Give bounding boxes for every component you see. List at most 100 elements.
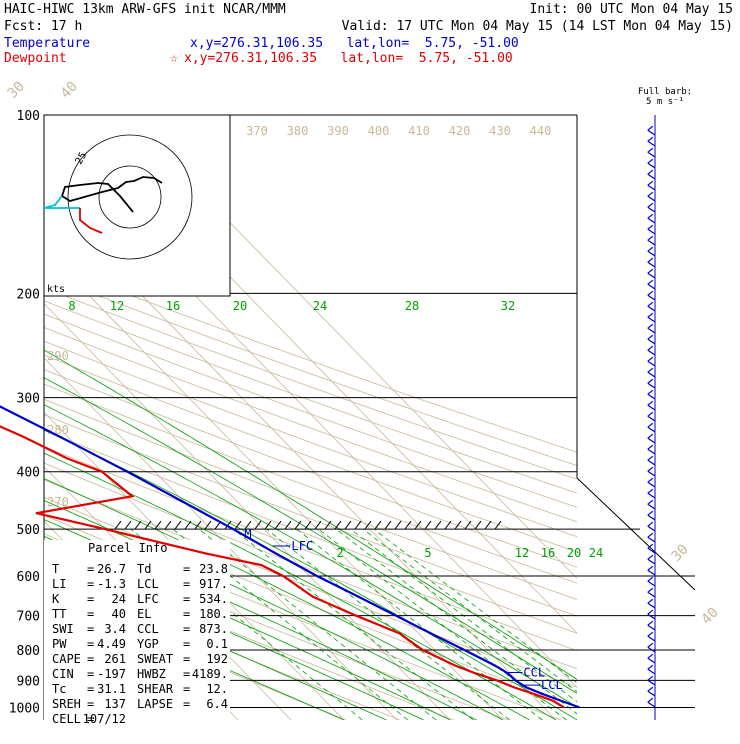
freezing-level-hatch xyxy=(284,520,292,530)
wind-barb-flag xyxy=(647,378,654,384)
parcel-eq: = xyxy=(87,682,94,696)
hodograph-inner-ring xyxy=(98,165,162,229)
sounding-curves xyxy=(0,405,581,709)
parcel-eq: = xyxy=(183,697,190,711)
parcel-eq: = xyxy=(87,577,94,591)
wind-barb-flag xyxy=(647,180,654,186)
parcel-key: HWBZ xyxy=(137,667,166,681)
isotherm-line xyxy=(44,357,398,720)
freezing-level-hatch xyxy=(254,520,262,530)
dewpoint-point xyxy=(104,528,106,530)
freezing-level-hatch xyxy=(194,520,202,530)
freezing-level-hatch xyxy=(454,520,462,530)
dry-adiabat-line xyxy=(44,383,577,584)
legend-dewpoint: Dewpoint xyxy=(4,51,67,66)
freezing-level-hatch xyxy=(414,520,422,530)
auxiliary-label: 30 xyxy=(669,542,692,565)
isotherm-line xyxy=(44,411,345,720)
freezing-level-hatch xyxy=(394,520,402,530)
parcel-eq: = xyxy=(87,562,94,576)
parcel-key: EL xyxy=(137,607,151,621)
moist-adiabat-line xyxy=(44,500,504,720)
mixing-ratio-line xyxy=(373,528,577,684)
moist-adiabat-line xyxy=(44,377,577,694)
freezing-level-hatch xyxy=(124,520,132,530)
wind-barb-flag xyxy=(647,433,654,439)
wind-barb-flag xyxy=(647,697,654,703)
freezing-level-hatch xyxy=(334,520,342,530)
parcel-key: CIN xyxy=(52,667,74,681)
pressure-tick-label: 600 xyxy=(17,570,40,585)
temperature-line xyxy=(0,405,580,709)
dewpoint-point xyxy=(282,575,284,577)
wind-barb-flag xyxy=(647,202,654,208)
freezing-level-hatch xyxy=(304,520,312,530)
temperature-point xyxy=(395,614,397,617)
wind-barb-flag xyxy=(647,158,654,164)
header-fcst: Fcst: 17 h xyxy=(4,19,82,34)
parcel-value: 261 xyxy=(104,652,126,666)
freezing-level-hatch xyxy=(354,520,362,530)
wind-barb-flag xyxy=(647,499,654,505)
temperature-point xyxy=(232,528,235,530)
wind-barb xyxy=(647,239,656,246)
parcel-eq: = xyxy=(87,622,94,636)
wind-barb xyxy=(647,294,656,301)
freezing-level-hatch xyxy=(184,520,192,530)
dry-adiabat-line xyxy=(44,287,577,480)
wind-barb-flag xyxy=(647,653,654,659)
wind-barb-flag xyxy=(647,213,654,219)
dry-adiabat-line xyxy=(44,369,577,568)
parcel-eq: = xyxy=(183,592,190,606)
wind-barb-flag xyxy=(647,521,654,527)
wind-barb-flag xyxy=(647,576,654,582)
wind-barb xyxy=(647,668,656,675)
dewpoint-point xyxy=(563,706,565,709)
temperature-point xyxy=(60,436,62,439)
parcel-value: 40 xyxy=(112,607,126,621)
dewpoint-location: x,y=276.31,106.35 lat,lon= 5.75, -51.00 xyxy=(184,51,513,66)
wind-barb xyxy=(647,184,656,191)
temperature-point xyxy=(514,679,517,682)
mixing-ratio-label: 16 xyxy=(541,546,555,560)
wind-barb xyxy=(647,558,656,565)
hodograph-trace-red xyxy=(79,208,103,234)
parcel-eq: = xyxy=(183,652,190,666)
dry-adiabat-line xyxy=(44,398,577,600)
parcel-eq: = xyxy=(87,637,94,651)
mixing-ratio-line xyxy=(198,528,437,720)
wind-barb-flag xyxy=(647,620,654,626)
theta-label: 290 xyxy=(47,349,69,363)
auxiliary-scale: 30 40 xyxy=(669,542,722,628)
wind-barb-flag xyxy=(647,334,654,340)
theta-label: 430 xyxy=(489,124,511,138)
parcel-key: SREH xyxy=(52,697,81,711)
freezing-level-hatch xyxy=(234,520,242,530)
dewpoint-point xyxy=(35,512,38,515)
pressure-tick-label: 200 xyxy=(17,287,40,302)
dewpoint-point xyxy=(66,457,69,460)
dry-adiabat-line xyxy=(44,429,577,634)
wind-barb xyxy=(647,217,656,224)
wind-barb xyxy=(647,536,656,543)
dewpoint-point xyxy=(513,686,515,689)
parcel-value: 873. xyxy=(199,622,228,636)
parcel-value: 534. xyxy=(199,592,228,606)
parcel-eq: = xyxy=(183,577,190,591)
wind-barb-flag xyxy=(647,191,654,197)
parcel-info-box: Parcel Info T = 26.7 Td = 23.8LI = -1.3 LCL = 917.… xyxy=(44,540,230,726)
wind-barb xyxy=(647,151,656,158)
background-labels: -80-70-60-50-40-30-20-100102030403703803… xyxy=(5,79,604,560)
dewpoint-star-icon: ☆ xyxy=(170,51,178,66)
parcel-key: PW xyxy=(52,637,67,651)
temperature-point xyxy=(429,632,432,635)
pressure-tick-labels: 100 200 300 400 500 600 700 800 900 1000 xyxy=(9,109,40,716)
freezing-level-hatch xyxy=(444,520,452,530)
wind-barb xyxy=(647,195,656,202)
temperature-point xyxy=(525,686,528,689)
wind-barb xyxy=(647,228,656,235)
mixing-ratio-label: 24 xyxy=(589,546,603,560)
wind-barb-flag xyxy=(647,532,654,538)
moist-adiabat-line xyxy=(44,404,577,708)
